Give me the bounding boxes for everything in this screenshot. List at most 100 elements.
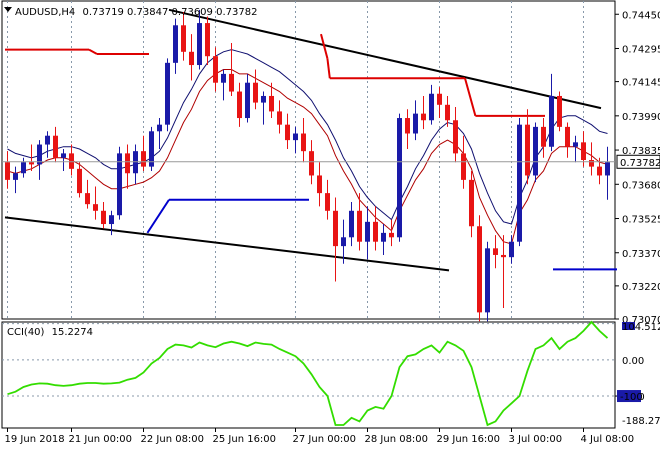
candle-body <box>421 113 426 121</box>
price-axis[interactable]: 0.74450 0.74295 0.74145 0.73990 0.73835 0.736… <box>615 10 660 326</box>
candle <box>333 197 338 282</box>
candle <box>493 235 498 269</box>
cci-tick-label: -188.2745 <box>622 416 660 427</box>
chart-symbol-title: AUDUSD,H4 0.73719 0.73847 0.73609 0.7378… <box>15 7 257 18</box>
candle <box>549 73 554 152</box>
price-tick-label: 0.73680 <box>622 180 660 191</box>
cci-axis[interactable]: 104.51260.00-100-188.2745-100 <box>615 322 660 427</box>
cci-panel[interactable]: CCI(40) 15.2274 <box>1 320 635 429</box>
candle-body <box>197 23 202 66</box>
candle <box>261 91 266 125</box>
candle-body <box>333 210 338 247</box>
trendline <box>168 8 602 110</box>
candle-body <box>349 210 354 238</box>
candle <box>445 95 450 127</box>
candle <box>485 241 490 322</box>
trendline <box>4 216 450 272</box>
candle-body <box>13 173 18 180</box>
candle <box>37 140 42 180</box>
candle <box>285 113 290 149</box>
cci-minus100-tag-label: -100 <box>620 392 643 403</box>
candle <box>501 235 506 308</box>
candle <box>85 179 90 209</box>
candle <box>29 144 34 172</box>
candle-body <box>245 82 250 119</box>
candle-body <box>157 124 162 132</box>
candle-body <box>325 193 330 211</box>
candle <box>213 47 218 92</box>
candle-body <box>149 131 154 167</box>
candle-body <box>445 104 450 121</box>
candle <box>189 34 194 81</box>
candle <box>437 87 442 119</box>
candle-body <box>45 135 50 145</box>
candle <box>149 126 154 172</box>
candle <box>477 215 482 322</box>
cci-minus100-tag <box>617 390 641 403</box>
candle-body <box>277 111 282 125</box>
candle-body <box>261 95 266 103</box>
candle <box>101 201 106 229</box>
candle <box>229 42 234 96</box>
candle <box>109 210 114 236</box>
candle-body <box>109 215 114 225</box>
candle <box>429 84 434 125</box>
candle <box>421 95 426 130</box>
candle-body <box>533 126 538 176</box>
candle <box>349 201 354 247</box>
candle-body <box>117 153 122 216</box>
candle <box>373 206 378 251</box>
candle <box>173 18 178 74</box>
candle-body <box>61 153 66 158</box>
candle-body <box>429 93 434 121</box>
time-tick-label: 25 Jun 16:00 <box>213 434 277 445</box>
last-price-box <box>616 154 660 169</box>
symbol-label: AUDUSD,H4 <box>15 7 75 18</box>
candle-body <box>597 166 602 176</box>
candle <box>397 113 402 242</box>
time-tick-label: 22 Jun 08:00 <box>141 434 205 445</box>
candle <box>197 9 202 70</box>
candle-body <box>341 237 346 247</box>
candle-body <box>253 82 258 103</box>
candle-body <box>581 142 586 160</box>
price-tick-label: 0.73370 <box>622 249 660 260</box>
candle-body <box>317 175 322 194</box>
price-panel-frame <box>1 0 616 320</box>
candle-body <box>589 160 594 167</box>
price-panel[interactable]: AUDUSD,H4 0.73719 0.73847 0.73609 0.7378… <box>1 0 617 428</box>
candle-body <box>237 91 242 119</box>
candle <box>581 131 586 167</box>
candle-body <box>437 93 442 105</box>
time-axis[interactable]: 19 Jun 2018 21 Jun 00:00 22 Jun 08:00 25 Ju… <box>5 428 635 445</box>
candle-body <box>525 124 530 176</box>
candle-body <box>493 248 498 255</box>
cci-tick-label: 104.5126 <box>622 322 660 333</box>
candle <box>61 148 66 172</box>
candle <box>245 73 250 123</box>
candle-body <box>509 241 514 258</box>
candle <box>181 12 186 61</box>
candle-body <box>285 124 290 141</box>
candle <box>453 107 458 163</box>
candle-body <box>557 95 562 127</box>
candle-body <box>485 248 490 313</box>
candle-body <box>101 210 106 225</box>
candle <box>277 100 282 134</box>
candle-body <box>229 73 234 92</box>
price-tick-label: 0.73835 <box>622 146 660 157</box>
candle <box>525 109 530 185</box>
candle <box>389 219 394 247</box>
candle-body <box>461 153 466 180</box>
candle-body <box>181 25 186 52</box>
last-price-label: 0.73782 <box>620 158 660 169</box>
cci-panel-frame <box>1 321 616 429</box>
time-tick-label: 27 Jun 00:00 <box>293 434 357 445</box>
candle <box>77 162 82 198</box>
time-tick-label: 29 Jun 16:00 <box>437 434 501 445</box>
candle-body <box>381 232 386 242</box>
trendline <box>326 58 331 79</box>
cci-title: CCI(40) 15.2274 <box>7 327 93 338</box>
candle <box>165 58 170 132</box>
